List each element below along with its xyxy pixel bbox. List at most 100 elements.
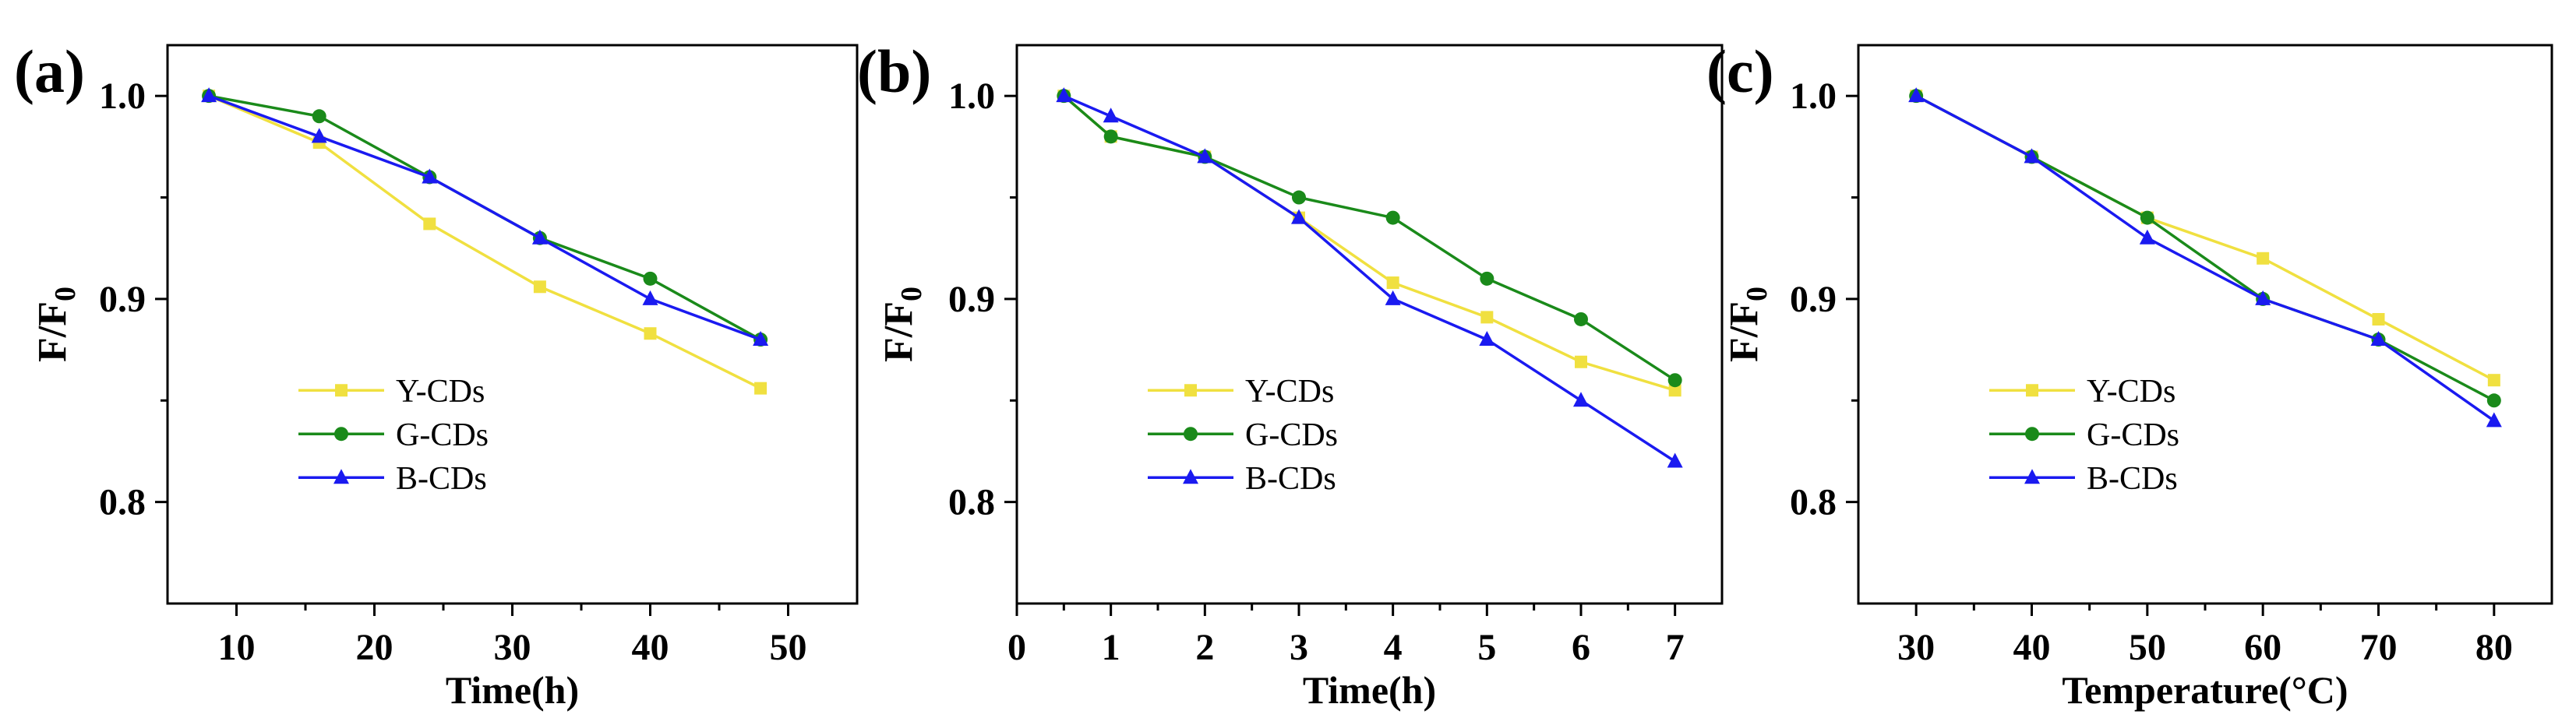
x-tick-label: 80 (2475, 627, 2513, 668)
legend-label: B-CDs (2087, 461, 2178, 497)
legend-swatch-marker (1184, 384, 1197, 397)
data-point (1386, 276, 1399, 290)
x-tick-label: 3 (1290, 627, 1308, 668)
data-point (1385, 210, 1400, 225)
plot-frame (1857, 44, 2553, 605)
x-tick-label: 30 (1897, 627, 1935, 668)
y-tick-label: 0.9 (99, 279, 146, 320)
series-B-CDs (201, 87, 769, 347)
data-point (1197, 148, 1213, 164)
data-point (2139, 229, 2155, 245)
data-point (642, 290, 658, 305)
legend-swatch-marker (1183, 469, 1198, 484)
legend: Y-CDs G-CDs B-CDs (1148, 374, 1338, 497)
data-point (753, 331, 769, 347)
data-point (1103, 129, 1118, 144)
y-tick-label: 1.0 (1790, 76, 1837, 117)
x-tick-label: 10 (218, 627, 256, 668)
data-point (2372, 312, 2385, 326)
series-line (208, 94, 761, 341)
series-Y-CDs (203, 90, 768, 395)
series-line (208, 94, 761, 341)
x-axis-title: Temperature(°C) (2062, 668, 2348, 712)
series-B-CDs (1908, 87, 2502, 428)
series-Y-CDs (1910, 90, 2500, 387)
chart-panel-3: (c) 30 40 50 60 70 80 0.8 0.9 1.0 Temperature(°C) F… (1706, 37, 2553, 712)
data-point (1103, 107, 1119, 123)
y-tick-label: 0.9 (948, 279, 995, 320)
x-tick-label: 7 (1666, 627, 1685, 668)
x-axis-title: Time(h) (446, 668, 579, 712)
legend-swatch-marker (2025, 427, 2039, 442)
data-point (1292, 190, 1306, 205)
data-point (1574, 311, 1588, 326)
x-tick-label: 2 (1195, 627, 1214, 668)
x-tick-label: 40 (2013, 627, 2051, 668)
legend-swatch-marker (333, 469, 349, 484)
chart-panel-1: (a) 10 20 30 40 50 0.8 0.9 1.0 Time(h) F/F0 Y-CDs G-… (14, 37, 859, 712)
data-point (531, 229, 548, 245)
legend-swatch-marker (1184, 427, 1198, 442)
x-tick-label: 60 (2244, 627, 2281, 668)
data-point (1575, 355, 1587, 368)
series-line (1915, 94, 2495, 422)
chart-panel-2: (b) 0 1 2 3 4 5 6 7 0.8 0.9 1.0 Time(h) F/F0 Y-CDs G-CD… (857, 37, 1724, 712)
y-axis-title: F/F0 (1722, 287, 1773, 362)
data-point (1480, 311, 1494, 324)
data-point (312, 109, 326, 124)
y-tick-label: 1.0 (99, 76, 146, 117)
legend-label: Y-CDs (1245, 374, 1334, 410)
series-B-CDs (1056, 87, 1683, 468)
x-tick-label: 4 (1384, 627, 1403, 668)
x-axis-title: Time(h) (1303, 668, 1436, 712)
legend-label: Y-CDs (2087, 374, 2175, 410)
data-point (2024, 148, 2040, 164)
legend-swatch-marker (334, 427, 348, 442)
data-point (201, 87, 217, 103)
x-tick-label: 30 (494, 627, 531, 668)
data-point (422, 168, 438, 184)
series-Y-CDs (1057, 90, 1681, 397)
y-tick-label: 1.0 (948, 76, 995, 117)
series-G-CDs (1909, 89, 2501, 408)
y-axis-title: F/F0 (877, 287, 928, 362)
plot-frame (166, 44, 859, 605)
plot-frame (1015, 44, 1724, 605)
y-axis-title: F/F0 (30, 287, 82, 362)
data-point (1291, 209, 1307, 224)
series-line (1915, 94, 2495, 382)
data-point (2487, 374, 2500, 387)
data-point (1480, 271, 1494, 286)
legend-swatch-marker (335, 384, 348, 397)
legend: Y-CDs G-CDs B-CDs (1989, 374, 2179, 497)
series-line (1063, 94, 1676, 382)
x-tick-label: 50 (770, 627, 807, 668)
legend-label: G-CDs (1245, 417, 1338, 453)
panel-label: (b) (857, 37, 931, 105)
legend-swatch-marker (2026, 384, 2038, 397)
data-point (423, 217, 436, 231)
x-tick-label: 70 (2360, 627, 2398, 668)
data-point (1668, 384, 1681, 397)
x-tick-label: 5 (1477, 627, 1496, 668)
data-point (2257, 252, 2270, 265)
data-point (1479, 331, 1495, 347)
x-tick-label: 1 (1102, 627, 1120, 668)
y-tick-label: 0.8 (1790, 482, 1837, 523)
legend-swatch-marker (2024, 469, 2040, 484)
series-line (1063, 94, 1676, 392)
data-point (754, 382, 768, 395)
panel-label: (c) (1706, 37, 1774, 105)
legend-label: B-CDs (396, 461, 487, 497)
data-point (1056, 87, 1072, 103)
data-point (643, 271, 658, 286)
legend-label: B-CDs (1245, 461, 1336, 497)
y-tick-label: 0.9 (1790, 279, 1837, 320)
data-point (2140, 210, 2154, 225)
legend: Y-CDs G-CDs B-CDs (298, 374, 489, 497)
x-tick-label: 20 (356, 627, 393, 668)
data-point (1385, 290, 1401, 305)
data-point (644, 327, 657, 340)
legend-label: G-CDs (2087, 417, 2179, 453)
